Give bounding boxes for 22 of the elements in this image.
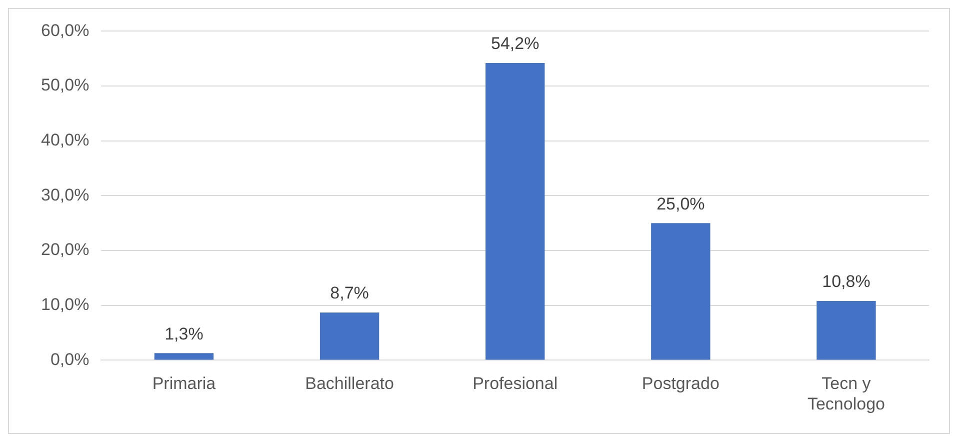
y-tick-label: 0,0% bbox=[50, 350, 90, 369]
bar bbox=[486, 63, 545, 360]
x-tick-label: Bachillerato bbox=[305, 374, 394, 394]
bar bbox=[816, 300, 876, 360]
y-tick-label: 50,0% bbox=[41, 76, 90, 95]
x-tick-label: Tecn y Tecnologo bbox=[807, 374, 885, 414]
bar bbox=[651, 223, 710, 360]
data-label: 10,8% bbox=[822, 272, 870, 292]
y-tick-label: 40,0% bbox=[41, 130, 90, 150]
x-tick-label: Postgrado bbox=[642, 374, 720, 394]
data-label: 54,2% bbox=[491, 34, 540, 54]
x-tick-label: Primaria bbox=[152, 374, 216, 394]
y-tick-label: 30,0% bbox=[41, 185, 90, 204]
y-tick-label: 60,0% bbox=[41, 20, 90, 40]
data-label: 1,3% bbox=[164, 324, 204, 344]
data-label: 25,0% bbox=[656, 194, 705, 214]
y-tick-label: 10,0% bbox=[41, 295, 90, 314]
data-label: 8,7% bbox=[330, 284, 369, 303]
bar bbox=[320, 312, 380, 360]
x-tick-label: Profesional bbox=[472, 374, 558, 394]
y-tick-label: 20,0% bbox=[41, 240, 90, 260]
bar bbox=[154, 353, 214, 360]
